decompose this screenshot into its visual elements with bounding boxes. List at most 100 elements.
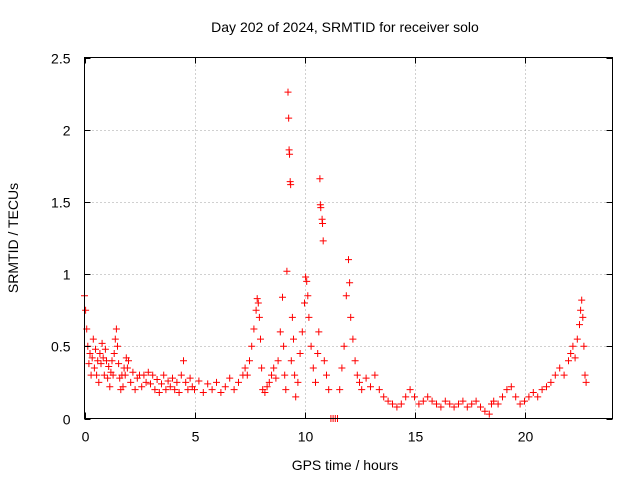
data-point — [503, 386, 511, 394]
data-point — [302, 273, 310, 281]
data-point — [301, 299, 308, 307]
data-point — [433, 400, 440, 408]
data-point — [92, 345, 99, 353]
data-point — [104, 374, 112, 382]
data-point — [101, 345, 109, 353]
data-point — [485, 410, 493, 418]
data-point — [296, 350, 304, 358]
data-point — [106, 383, 114, 391]
data-points — [81, 88, 590, 422]
data-point — [582, 378, 590, 386]
data-point — [380, 393, 388, 401]
data-point — [499, 393, 506, 401]
data-point — [255, 313, 263, 321]
data-point — [184, 386, 192, 394]
data-point — [459, 397, 467, 405]
data-point — [186, 374, 194, 382]
data-point — [468, 400, 476, 408]
x-tick-label: 15 — [408, 429, 424, 445]
data-point — [538, 386, 546, 394]
data-point — [512, 393, 520, 401]
data-point — [534, 393, 542, 401]
data-point — [560, 371, 568, 379]
data-point — [298, 328, 306, 336]
data-point — [507, 383, 515, 391]
data-point — [287, 357, 295, 365]
data-point — [285, 114, 293, 122]
data-point — [578, 296, 586, 304]
data-point — [279, 293, 286, 301]
data-point — [97, 360, 105, 368]
data-point — [166, 383, 174, 391]
data-point — [494, 400, 502, 408]
data-point — [284, 88, 292, 96]
data-point — [261, 389, 269, 397]
data-point — [579, 313, 587, 321]
data-point — [257, 335, 264, 343]
data-point — [580, 342, 588, 350]
data-point — [195, 377, 203, 385]
data-point — [265, 378, 273, 386]
data-point — [96, 350, 104, 358]
data-point — [577, 306, 585, 314]
data-point — [450, 403, 458, 411]
data-point — [340, 342, 348, 350]
data-point — [349, 335, 357, 343]
data-point — [115, 360, 123, 368]
data-point — [182, 378, 190, 386]
data-point — [144, 368, 152, 376]
data-point — [268, 371, 275, 379]
data-point — [111, 335, 119, 343]
data-point — [477, 403, 484, 411]
data-point — [290, 335, 297, 343]
data-point — [153, 376, 161, 384]
data-point — [325, 386, 333, 394]
data-point — [114, 342, 121, 350]
data-point — [406, 386, 414, 394]
data-point — [281, 371, 289, 379]
data-point — [164, 377, 172, 385]
data-point — [371, 371, 379, 379]
data-point — [149, 371, 157, 379]
data-point — [88, 354, 96, 362]
data-point — [123, 364, 131, 372]
data-point — [272, 374, 280, 382]
data-point — [121, 371, 129, 379]
data-point — [543, 383, 550, 391]
data-point — [246, 357, 253, 365]
data-point — [556, 364, 564, 372]
data-point — [312, 378, 319, 386]
data-point — [127, 378, 135, 386]
data-point — [472, 397, 480, 405]
data-point — [303, 277, 311, 285]
data-point — [125, 357, 132, 365]
y-tick-label: 0 — [63, 412, 71, 428]
data-point — [283, 267, 291, 275]
data-point — [345, 256, 352, 264]
y-tick-label: 2 — [63, 123, 71, 139]
data-point — [248, 342, 256, 350]
data-point — [521, 397, 528, 405]
data-point — [358, 386, 366, 394]
data-point — [307, 342, 315, 350]
data-point — [551, 371, 559, 379]
data-point — [204, 380, 212, 388]
data-point — [85, 360, 93, 368]
data-point — [529, 389, 537, 397]
data-point — [230, 386, 238, 394]
data-point — [402, 393, 410, 401]
data-point — [100, 371, 108, 379]
x-tick-label: 0 — [82, 429, 90, 445]
data-point — [217, 389, 225, 397]
data-point — [199, 389, 207, 397]
data-point — [309, 364, 317, 372]
data-point — [86, 350, 94, 358]
y-axis-label: SRMTID / TECUs — [5, 183, 21, 293]
data-point — [356, 378, 363, 386]
data-point — [305, 313, 313, 321]
data-point — [171, 386, 179, 394]
data-point — [241, 364, 249, 372]
data-point — [286, 150, 294, 158]
